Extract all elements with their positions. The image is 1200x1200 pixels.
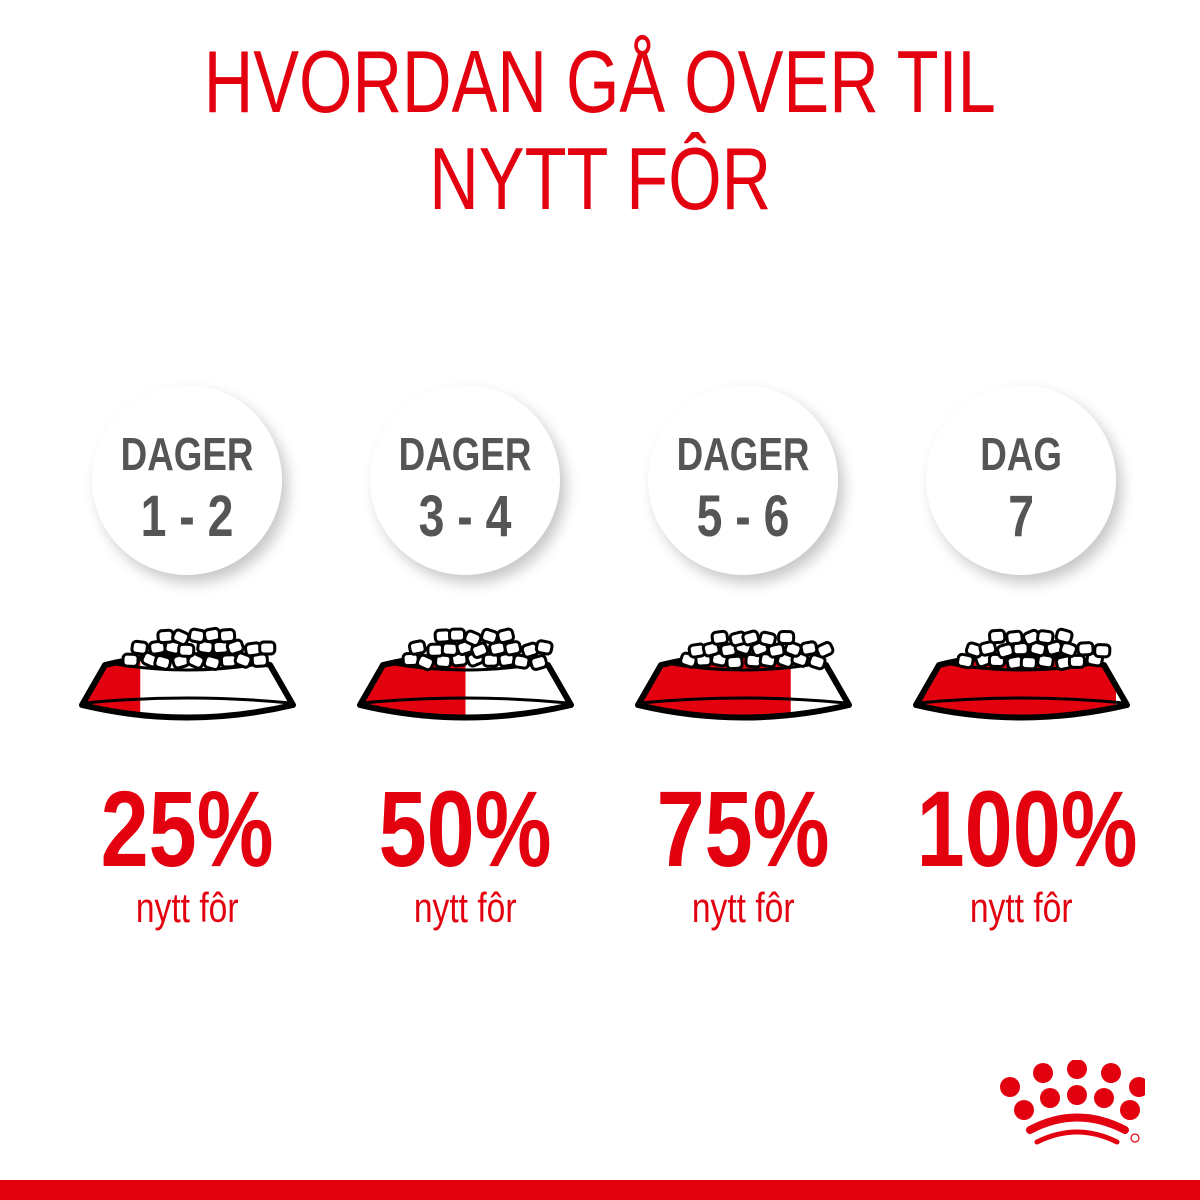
new-food-caption: nytt fôr	[889, 887, 1154, 929]
new-food-percent: 25%	[55, 775, 320, 883]
new-food-percent: 75%	[611, 775, 876, 883]
new-food-caption: nytt fôr	[333, 887, 598, 929]
new-food-caption: nytt fôr	[611, 887, 876, 929]
day-range-text: 5 - 6	[696, 484, 790, 549]
day-range-badge: DAGER 5 - 6	[648, 385, 838, 575]
day-range-text: 1 - 2	[140, 484, 234, 549]
new-food-percent: 50%	[333, 775, 598, 883]
day-label: DAGER	[92, 427, 282, 481]
day-label: DAGER	[370, 427, 560, 481]
day-range-text: 7	[1008, 484, 1034, 549]
caption-text: nytt fôr	[692, 884, 795, 931]
percent-text: 25%	[101, 768, 274, 889]
kibble-icon	[401, 627, 554, 672]
caption-text: nytt fôr	[414, 884, 517, 931]
kibble-icon	[679, 629, 835, 671]
day-range: 5 - 6	[648, 483, 838, 550]
day-range: 3 - 4	[370, 483, 560, 550]
day-range-badge: DAG 7	[926, 385, 1116, 575]
food-bowl-icon	[357, 627, 574, 721]
page-title-line1: HVORDAN GÅ OVER TIL	[0, 38, 1200, 126]
food-bowl-icon	[635, 629, 852, 721]
percent-text: 100%	[916, 768, 1138, 889]
day-label-text: DAGER	[120, 428, 254, 480]
bottom-brand-bar	[0, 1180, 1200, 1200]
food-bowl-icon	[79, 626, 296, 721]
kibble-icon	[121, 626, 277, 672]
day-range: 1 - 2	[92, 483, 282, 550]
day-range-text: 3 - 4	[418, 484, 512, 549]
kibble-icon	[955, 627, 1112, 671]
title-text: NYTT FÔR	[429, 129, 771, 228]
day-label: DAG	[926, 427, 1116, 481]
percent-text: 50%	[379, 768, 552, 889]
new-food-caption: nytt fôr	[55, 887, 320, 929]
day-label-text: DAG	[980, 428, 1062, 480]
title-text: HVORDAN GÅ OVER TIL	[203, 32, 997, 131]
caption-text: nytt fôr	[970, 884, 1073, 931]
new-food-percent: 100%	[889, 775, 1154, 883]
royal-canin-crown-logo	[1000, 1060, 1145, 1145]
page-title-line2: NYTT FÔR	[0, 135, 1200, 223]
day-label: DAGER	[648, 427, 838, 481]
day-label-text: DAGER	[676, 428, 810, 480]
food-bowl-icon	[913, 627, 1130, 721]
day-range: 7	[926, 483, 1116, 550]
day-range-badge: DAGER 3 - 4	[370, 385, 560, 575]
percent-text: 75%	[657, 768, 830, 889]
day-label-text: DAGER	[398, 428, 532, 480]
caption-text: nytt fôr	[136, 884, 239, 931]
day-range-badge: DAGER 1 - 2	[92, 385, 282, 575]
